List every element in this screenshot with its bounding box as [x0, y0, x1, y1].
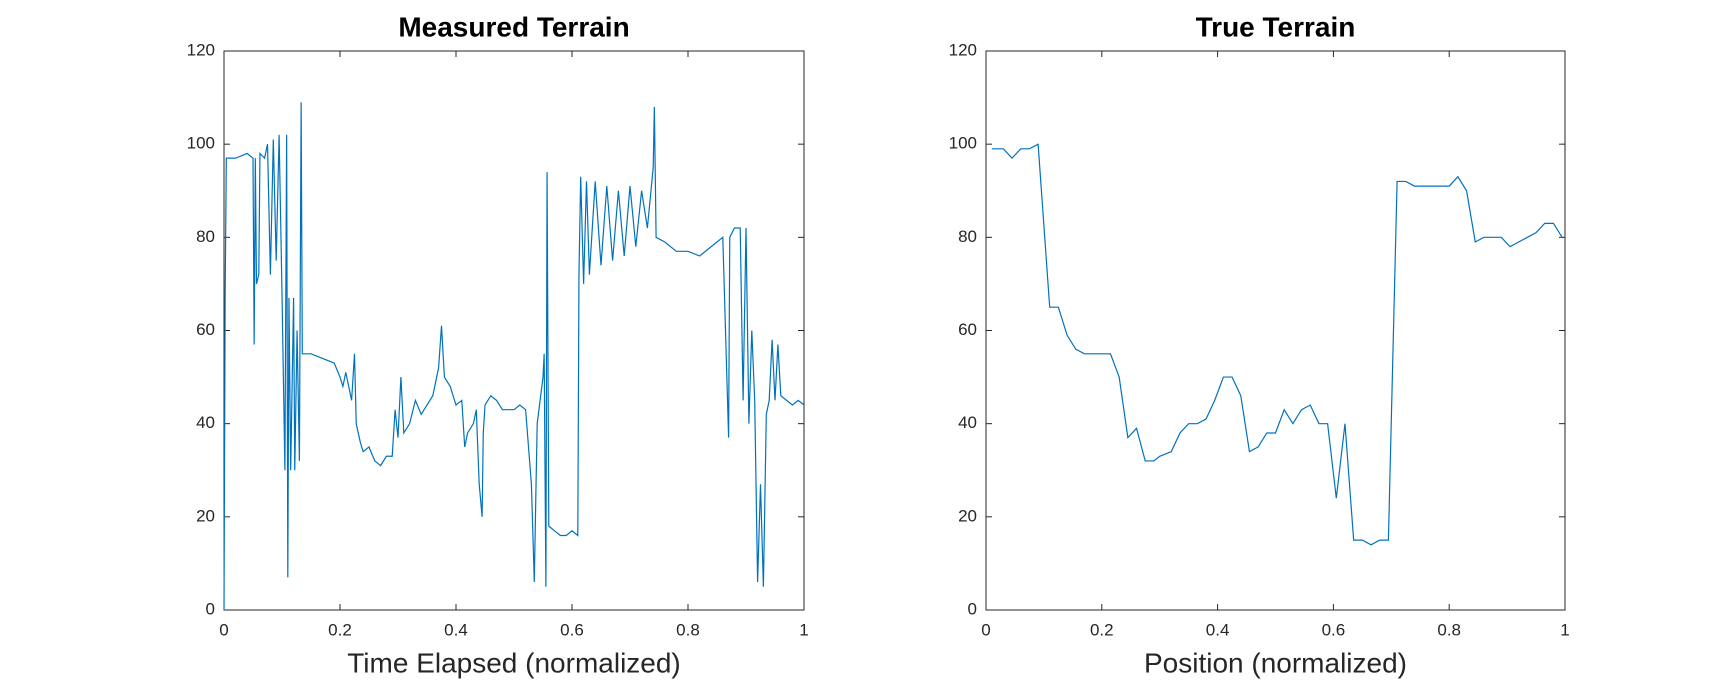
y-tick-label: 40: [196, 413, 215, 432]
y-tick-label: 80: [958, 227, 977, 246]
y-tick-label: 60: [196, 320, 215, 339]
x-tick-label: 1: [799, 620, 808, 639]
x-tick-label: 0.2: [1090, 620, 1114, 639]
y-tick-label: 120: [187, 40, 215, 59]
y-tick-label: 0: [968, 599, 977, 618]
x-axis-label: Position (normalized): [1144, 647, 1407, 678]
y-tick-label: 100: [187, 134, 215, 153]
chart-title: True Terrain: [1196, 11, 1356, 42]
x-tick-label: 0: [219, 620, 228, 639]
y-tick-label: 60: [958, 320, 977, 339]
x-tick-label: 0.6: [1322, 620, 1346, 639]
y-tick-label: 120: [949, 40, 977, 59]
y-tick-label: 100: [949, 134, 977, 153]
y-tick-label: 20: [958, 506, 977, 525]
x-tick-label: 1: [1560, 620, 1569, 639]
x-tick-label: 0.6: [560, 620, 584, 639]
x-tick-label: 0.4: [1206, 620, 1230, 639]
x-tick-label: 0: [981, 620, 990, 639]
y-tick-label: 20: [196, 506, 215, 525]
y-tick-label: 0: [206, 599, 215, 618]
axes-box: [985, 50, 1566, 611]
chart-title: Measured Terrain: [398, 11, 629, 42]
axes-box: [223, 50, 805, 611]
line: [223, 102, 805, 611]
x-tick-label: 0.8: [1437, 620, 1461, 639]
x-tick-label: 0.2: [328, 620, 352, 639]
x-tick-label: 0.8: [676, 620, 700, 639]
line: [991, 143, 1563, 546]
y-tick-label: 40: [958, 413, 977, 432]
x-tick-label: 0.4: [444, 620, 468, 639]
x-axis-label: Time Elapsed (normalized): [347, 647, 681, 678]
y-tick-label: 80: [196, 227, 215, 246]
